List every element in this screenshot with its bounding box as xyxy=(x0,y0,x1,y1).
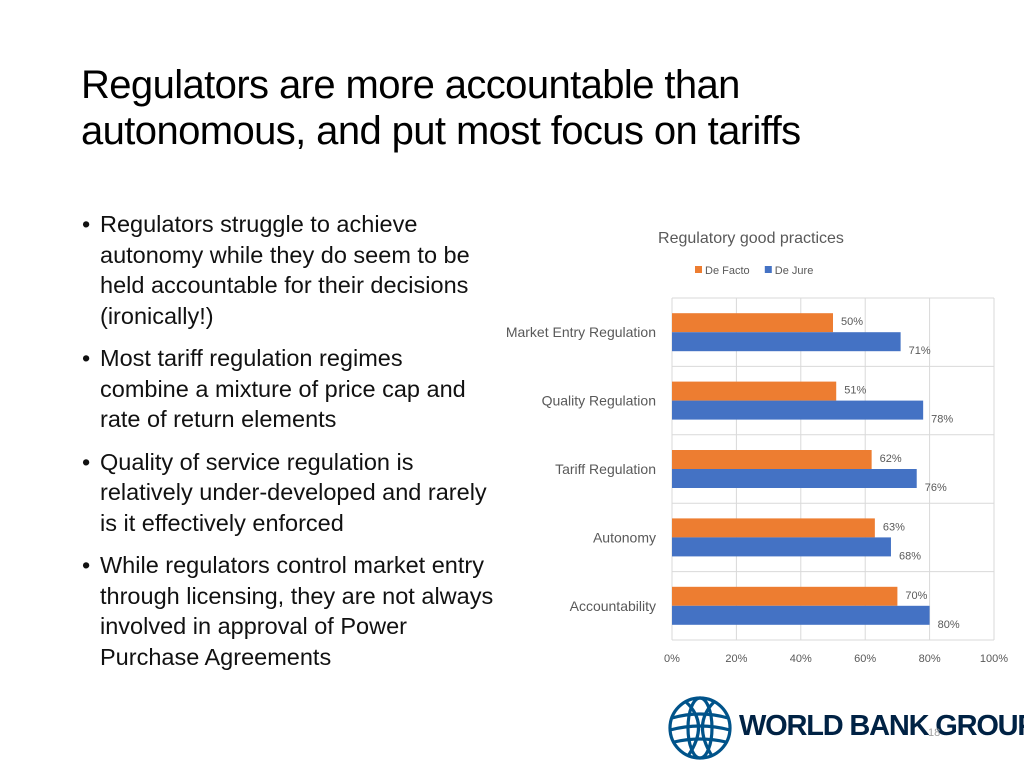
bullet-dot-icon: • xyxy=(82,211,91,237)
bullet-item: • While regulators control market entry … xyxy=(82,550,497,672)
bullet-item: • Regulators struggle to achieve autonom… xyxy=(82,209,497,331)
category-label: Market Entry Regulation xyxy=(506,324,656,340)
bar-de-jure xyxy=(672,400,924,420)
bar-de-facto xyxy=(672,518,875,538)
bar-de-jure xyxy=(672,537,891,557)
bullet-text: Regulators struggle to achieve autonomy … xyxy=(100,211,470,329)
page-number: 18 xyxy=(928,727,941,739)
bullet-text: Quality of service regulation is relativ… xyxy=(100,448,487,536)
logo-text: WORLD BANK GROUP xyxy=(739,710,1024,742)
category-label: Tariff Regulation xyxy=(555,461,656,477)
bar-de-facto xyxy=(672,381,837,401)
bar-de-jure xyxy=(672,332,901,352)
category-label: Autonomy xyxy=(593,529,656,545)
legend-label-1: De Facto xyxy=(705,265,750,277)
bullet-text: Most tariff regulation regimes combine a… xyxy=(100,345,466,432)
x-tick-label: 60% xyxy=(854,653,876,665)
legend-swatch-1 xyxy=(695,266,702,273)
globe-icon xyxy=(668,696,732,760)
legend-label-2: De Jure xyxy=(775,265,814,277)
legend-swatch-2 xyxy=(764,266,772,273)
slide-title-line-2: autonomous, and put most focus on tariff… xyxy=(81,109,801,153)
bar-chart: Regulatory good practices De Facto De Jure… xyxy=(506,230,1008,665)
bar-de-facto xyxy=(672,450,872,469)
world-bank-group-logo: WORLD BANK GROUP xyxy=(666,694,1024,762)
data-label: 51% xyxy=(844,385,866,397)
x-tick-label: 80% xyxy=(919,653,941,665)
data-label: 68% xyxy=(899,550,921,562)
bullet-item: • Quality of service regulation is relat… xyxy=(82,447,497,539)
bar-de-jure xyxy=(672,605,930,625)
x-tick-label: 0% xyxy=(664,653,680,665)
bar-de-facto xyxy=(672,586,898,606)
data-label: 78% xyxy=(931,414,953,426)
bullet-text: While regulators control market entry th… xyxy=(100,552,494,670)
bullet-dot-icon: • xyxy=(82,552,91,578)
category-label: Accountability xyxy=(570,598,656,614)
x-tick-label: 40% xyxy=(790,653,812,665)
data-label: 70% xyxy=(905,590,927,602)
x-tick-label: 100% xyxy=(980,653,1008,665)
chart-title: Regulatory good practices xyxy=(658,230,844,247)
data-label: 80% xyxy=(938,619,960,631)
chart-container: Regulatory good practices De Facto De Jure… xyxy=(478,220,1018,670)
category-label: Quality Regulation xyxy=(542,393,656,409)
data-label: 62% xyxy=(880,453,902,465)
data-label: 71% xyxy=(909,345,931,357)
slide-title-line-1: Regulators are more accountable than xyxy=(81,63,740,107)
x-tick-label: 20% xyxy=(725,653,747,665)
data-label: 63% xyxy=(883,521,905,533)
slide-title: Regulators are more accountable than aut… xyxy=(81,62,981,154)
bullet-dot-icon: • xyxy=(82,345,91,371)
bullet-list: • Regulators struggle to achieve autonom… xyxy=(82,209,497,684)
bar-de-jure xyxy=(672,469,917,488)
bullet-item: • Most tariff regulation regimes combine… xyxy=(82,343,497,435)
data-label: 76% xyxy=(925,482,947,494)
bar-de-facto xyxy=(672,313,833,333)
data-label: 50% xyxy=(841,316,863,328)
bullet-dot-icon: • xyxy=(82,448,91,475)
